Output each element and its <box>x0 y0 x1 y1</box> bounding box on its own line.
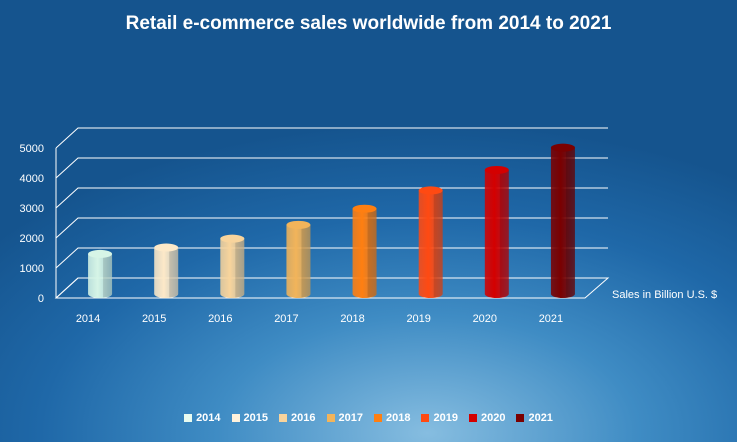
x-tick-label: 2019 <box>406 313 430 325</box>
bar-top <box>154 243 179 252</box>
y-tick-label: 3000 <box>20 203 44 215</box>
legend-item: 2019 <box>421 412 458 424</box>
bar-shade <box>235 238 245 298</box>
bar-body <box>154 247 179 298</box>
grid-layer <box>54 127 610 299</box>
y-tick-label: 2000 <box>20 233 44 245</box>
legend-label: 2016 <box>291 412 316 424</box>
axis-layer: 0 1000 2000 3000 4000 5000 Sales in Billion U.… <box>20 143 718 325</box>
bar-shade <box>367 208 377 298</box>
legend-label: 2019 <box>433 412 458 424</box>
x-tick-label: 2021 <box>539 313 563 325</box>
gridline <box>55 217 608 239</box>
x-tick-label: 2018 <box>340 313 364 325</box>
legend-label: 2015 <box>243 412 269 424</box>
legend-swatch <box>374 414 382 422</box>
legend-item: 2018 <box>374 412 410 424</box>
bar-top <box>88 249 113 258</box>
legend-item: 2015 <box>231 412 269 424</box>
bar <box>88 249 113 298</box>
legend-swatch <box>326 414 335 422</box>
y-tick-label: 4000 <box>20 173 44 185</box>
legend-label: 2020 <box>480 412 506 424</box>
bar-top <box>220 234 245 243</box>
gridline <box>55 157 608 179</box>
x-tick-label: 2015 <box>142 313 166 325</box>
gridline <box>55 187 608 209</box>
bar-top <box>352 204 377 213</box>
bar-layer <box>88 143 575 298</box>
bar <box>286 220 311 298</box>
legend-label: 2014 <box>196 412 221 424</box>
bar-body <box>550 147 575 298</box>
legend-label: 2021 <box>528 412 553 424</box>
gridline <box>55 247 608 269</box>
x-tick-label: 2020 <box>473 313 497 325</box>
chart-title: Retail e-commerce sales worldwide from 2… <box>125 13 612 34</box>
bar <box>484 165 509 298</box>
legend-swatch <box>468 414 477 422</box>
legend-item: 2016 <box>279 412 316 424</box>
bar <box>418 186 443 298</box>
bar-body <box>220 238 245 298</box>
gridline <box>55 127 608 149</box>
bar-body <box>352 208 377 298</box>
legend-swatch <box>279 414 288 422</box>
bar <box>352 204 377 298</box>
legend-swatch <box>184 414 193 422</box>
legend-label: 2018 <box>386 412 411 424</box>
bar-shade <box>301 224 311 298</box>
legend-item: 2020 <box>468 412 506 424</box>
bar-top <box>484 165 509 174</box>
bar-shade <box>433 190 443 298</box>
legend-item: 2021 <box>516 412 553 424</box>
bar-shade <box>565 147 575 298</box>
bar-shade <box>169 247 179 298</box>
y-tick-label: 1000 <box>20 263 44 275</box>
y-tick-label: 0 <box>38 293 44 305</box>
gridline <box>55 277 608 299</box>
legend-label: 2017 <box>338 412 363 424</box>
legend-item: 2014 <box>184 412 221 424</box>
bar <box>220 234 245 298</box>
x-tick-label: 2016 <box>208 313 232 325</box>
floor <box>54 277 610 299</box>
legend-swatch <box>421 414 430 422</box>
bar-shade <box>103 253 113 298</box>
bar-body <box>286 224 311 298</box>
bar-top <box>286 220 311 229</box>
bar-top <box>550 143 575 152</box>
x-tick-label: 2017 <box>274 313 298 325</box>
bar <box>154 243 179 298</box>
legend: 2014 2015 2016 2017 2018 2019 2020 2021 <box>0 412 737 424</box>
bar <box>550 143 575 298</box>
bar-top <box>418 186 443 195</box>
y-tick-label: 5000 <box>20 143 44 155</box>
bar-body <box>418 190 443 298</box>
series-label: Sales in Billion U.S. $ <box>612 289 717 301</box>
x-tick-label: 2014 <box>76 313 100 325</box>
bar-body <box>88 253 113 298</box>
legend-item: 2017 <box>326 412 363 424</box>
bar-shade <box>499 169 509 298</box>
legend-swatch <box>231 414 240 422</box>
legend-swatch <box>516 414 525 422</box>
bar-body <box>484 169 509 298</box>
